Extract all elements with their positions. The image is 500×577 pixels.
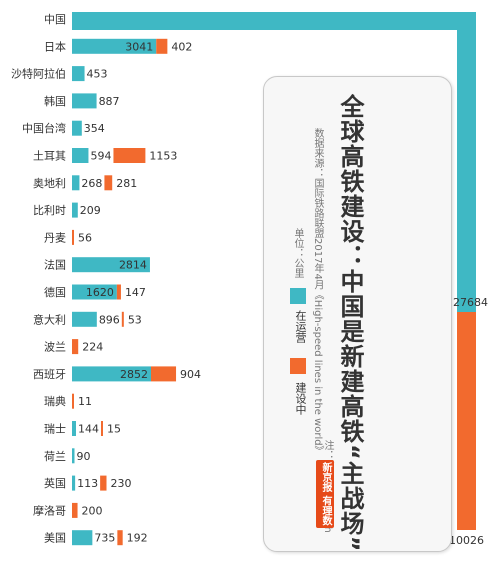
bar-construction [72, 229, 74, 245]
label-operating: 3041 [125, 40, 153, 53]
label-operating: 735 [94, 532, 115, 545]
bar-construction [104, 175, 113, 191]
bar-construction [72, 502, 78, 518]
bar-operating [72, 93, 97, 109]
category-label: 韩国 [44, 94, 66, 108]
bar-construction [117, 530, 123, 546]
label-construction: 11 [78, 395, 92, 408]
bar-operating [72, 530, 93, 546]
legend-construction-label: 建设中 [294, 382, 307, 415]
label-construction: 147 [125, 286, 146, 299]
label-operating: 354 [84, 122, 105, 135]
label-construction: 224 [82, 341, 103, 354]
label-operating: 268 [81, 177, 102, 190]
bar-construction [72, 393, 74, 409]
label-operating-china: 27684 [453, 296, 488, 309]
category-label: 摩洛哥 [33, 503, 66, 517]
category-label: 日本 [44, 39, 66, 53]
bar-operating [72, 421, 76, 436]
bar-construction [116, 284, 121, 300]
label-operating: 90 [76, 450, 90, 463]
category-label: 美国 [44, 532, 66, 545]
bar-operating [72, 311, 97, 327]
category-label: 土耳其 [33, 150, 66, 163]
legend-operating-swatch [290, 288, 306, 304]
category-label: 瑞士 [44, 422, 66, 436]
bar-construction [113, 148, 146, 163]
category-label: 法国 [44, 258, 66, 272]
bar-construction-china [457, 312, 476, 530]
label-operating: 453 [87, 68, 108, 81]
bar-operating-china-horizontal [72, 12, 476, 30]
bar-construction [100, 475, 107, 491]
label-operating: 144 [78, 423, 99, 436]
category-label: 奥地利 [33, 176, 66, 190]
category-label: 意大利 [33, 312, 66, 326]
bar-operating [72, 175, 80, 191]
bar-operating [72, 448, 75, 464]
label-construction-china: 10026 [449, 534, 484, 547]
label-construction: 53 [128, 313, 142, 326]
chart-title-text: 全球高铁建设：中国是新建高铁“主战场” [336, 94, 364, 553]
bar-operating [72, 284, 117, 300]
bar-construction [72, 339, 79, 355]
label-construction: 281 [116, 177, 137, 190]
label-construction: 1153 [149, 150, 177, 163]
unit-label: 单位：公里 [292, 228, 303, 278]
label-construction: 230 [111, 477, 132, 490]
label-construction: 15 [107, 423, 121, 436]
label-operating: 594 [90, 150, 111, 163]
bar-operating [72, 202, 78, 218]
bar-operating [72, 475, 76, 491]
label-construction: 192 [127, 532, 148, 545]
label-operating: 209 [80, 204, 101, 217]
category-label: 西班牙 [33, 368, 66, 381]
category-label: 中国 [44, 13, 66, 26]
bar-operating [72, 257, 150, 273]
bar-operating [72, 38, 157, 54]
publisher-logo: 新京报 有理数 [316, 460, 334, 528]
category-label: 比利时 [33, 204, 66, 217]
category-label: 中国台湾 [22, 121, 66, 135]
category-label: 荷兰 [44, 450, 66, 463]
bar-construction [156, 38, 168, 54]
category-label: 波兰 [44, 341, 66, 354]
category-label: 丹麦 [44, 231, 66, 244]
title-panel [263, 76, 452, 552]
bar-operating [72, 148, 89, 163]
label-operating: 896 [99, 313, 120, 326]
label-operating: 113 [77, 477, 98, 490]
data-source: 数据来源：国际铁路联盟2017年4月《High-speed lines in t… [312, 128, 323, 456]
label-operating: 2852 [120, 368, 148, 381]
label-operating: 1620 [86, 286, 114, 299]
label-operating: 2814 [119, 259, 147, 272]
label-construction: 200 [82, 504, 103, 517]
legend-operating-label: 在运营 [294, 310, 307, 343]
legend-construction-swatch [290, 358, 306, 374]
bar-construction [121, 311, 124, 327]
bar-construction [151, 366, 177, 382]
label-construction: 56 [78, 231, 92, 244]
chart-title: 全球高铁建设：中国是新建高铁“主战场” [335, 94, 365, 553]
label-operating: 887 [99, 95, 120, 108]
category-label: 德国 [44, 285, 66, 299]
bar-operating-china-vertical [457, 12, 476, 312]
bar-operating [72, 366, 152, 382]
bar-construction [100, 421, 103, 436]
bar-operating [72, 120, 82, 136]
label-construction: 904 [180, 368, 201, 381]
bar-operating [72, 66, 85, 82]
category-label: 英国 [44, 476, 66, 490]
category-label: 沙特阿拉伯 [11, 67, 66, 81]
label-construction: 402 [171, 40, 192, 53]
category-label: 瑞典 [44, 394, 66, 408]
